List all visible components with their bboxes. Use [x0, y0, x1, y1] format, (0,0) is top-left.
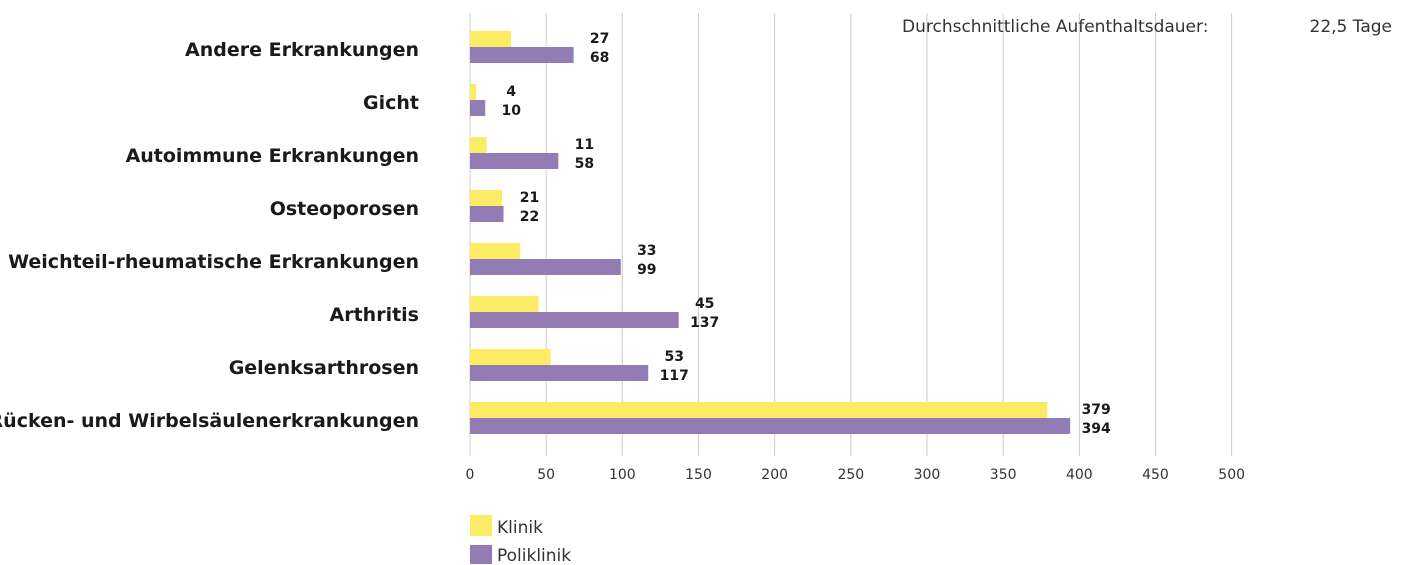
bar-klinik-7: [470, 402, 1048, 418]
category-label: Rücken- und Wirbelsäulenerkrankungen: [0, 410, 419, 432]
bar-poliklinik-5: [470, 312, 679, 328]
category-label: Andere Erkrankungen: [185, 39, 419, 61]
value-label-poliklinik: 22: [520, 209, 539, 225]
bar-poliklinik-0: [470, 47, 574, 63]
grid-lines: [469, 13, 1233, 456]
value-label-klinik: 11: [575, 137, 594, 153]
bar-poliklinik-6: [470, 365, 649, 381]
x-tick-label: 450: [1142, 467, 1169, 483]
x-tick-label: 50: [537, 467, 555, 483]
x-tick-label: 0: [466, 467, 475, 483]
bar-poliklinik-3: [470, 206, 504, 222]
category-label: Gelenksarthrosen: [229, 357, 419, 379]
value-label-klinik: 27: [590, 31, 609, 47]
bar-klinik-0: [470, 31, 512, 47]
legend-item-poliklinik: Poliklinik: [470, 545, 571, 565]
bar-klinik-3: [470, 190, 502, 206]
bar-klinik-4: [470, 243, 521, 259]
legend-label-klinik: Klinik: [497, 518, 543, 538]
value-label-poliklinik: 394: [1082, 421, 1111, 437]
x-tick-label: 150: [685, 467, 712, 483]
x-tick-label: 250: [837, 467, 864, 483]
value-label-poliklinik: 10: [501, 103, 521, 119]
category-label: Weichteil-rheumatische Erkrankungen: [8, 251, 419, 273]
x-tick-label: 400: [1066, 467, 1093, 483]
category-label: Gicht: [363, 92, 419, 114]
category-label: Osteoporosen: [270, 198, 419, 220]
stat-value: 22,5 Tage: [1310, 17, 1393, 37]
value-labels: 27 68 4 10 11 58 21 22 33 99 45 137 53 117 379 394: [501, 31, 1111, 437]
value-label-klinik: 4: [506, 84, 516, 100]
bar-poliklinik-1: [470, 100, 486, 116]
value-label-klinik: 45: [695, 296, 714, 312]
bar-klinik-2: [470, 137, 487, 153]
x-tick-label: 200: [761, 467, 788, 483]
bar-klinik-5: [470, 296, 539, 312]
value-label-klinik: 379: [1082, 402, 1111, 418]
legend-swatch-poliklinik: [470, 545, 492, 564]
value-label-poliklinik: 117: [660, 368, 689, 384]
value-label-klinik: 53: [664, 349, 683, 365]
stat-box: Durchschnittliche Aufenthaltsdauer: 22,5…: [902, 17, 1392, 37]
x-tick-label: 300: [914, 467, 941, 483]
value-label-poliklinik: 99: [637, 262, 656, 278]
x-tick-label: 100: [609, 467, 636, 483]
legend-item-klinik: Klinik: [470, 515, 543, 538]
value-label-klinik: 21: [520, 190, 539, 206]
value-label-poliklinik: 137: [690, 315, 719, 331]
category-label: Arthritis: [330, 304, 419, 326]
bar-poliklinik-4: [470, 259, 621, 275]
value-label-poliklinik: 58: [575, 156, 594, 172]
bars: [470, 31, 1071, 434]
x-tick-label: 500: [1218, 467, 1245, 483]
value-label-klinik: 33: [637, 243, 656, 259]
bar-poliklinik-2: [470, 153, 559, 169]
x-tick-label: 350: [990, 467, 1017, 483]
bar-klinik-6: [470, 349, 551, 365]
legend: Klinik Poliklinik: [470, 515, 571, 565]
bar-klinik-1: [470, 84, 477, 100]
value-label-poliklinik: 68: [590, 50, 609, 66]
category-label: Autoimmune Erkrankungen: [126, 145, 419, 167]
legend-swatch-klinik: [470, 515, 492, 536]
category-labels: Andere Erkrankungen Gicht Autoimmune Erkra…: [0, 39, 419, 432]
bar-poliklinik-7: [470, 418, 1071, 434]
x-axis-ticks: 0 50 100 150 200 250 300 350 400 450 500: [466, 467, 1245, 483]
stat-label: Durchschnittliche Aufenthaltsdauer:: [902, 17, 1208, 37]
legend-label-poliklinik: Poliklinik: [497, 546, 571, 565]
